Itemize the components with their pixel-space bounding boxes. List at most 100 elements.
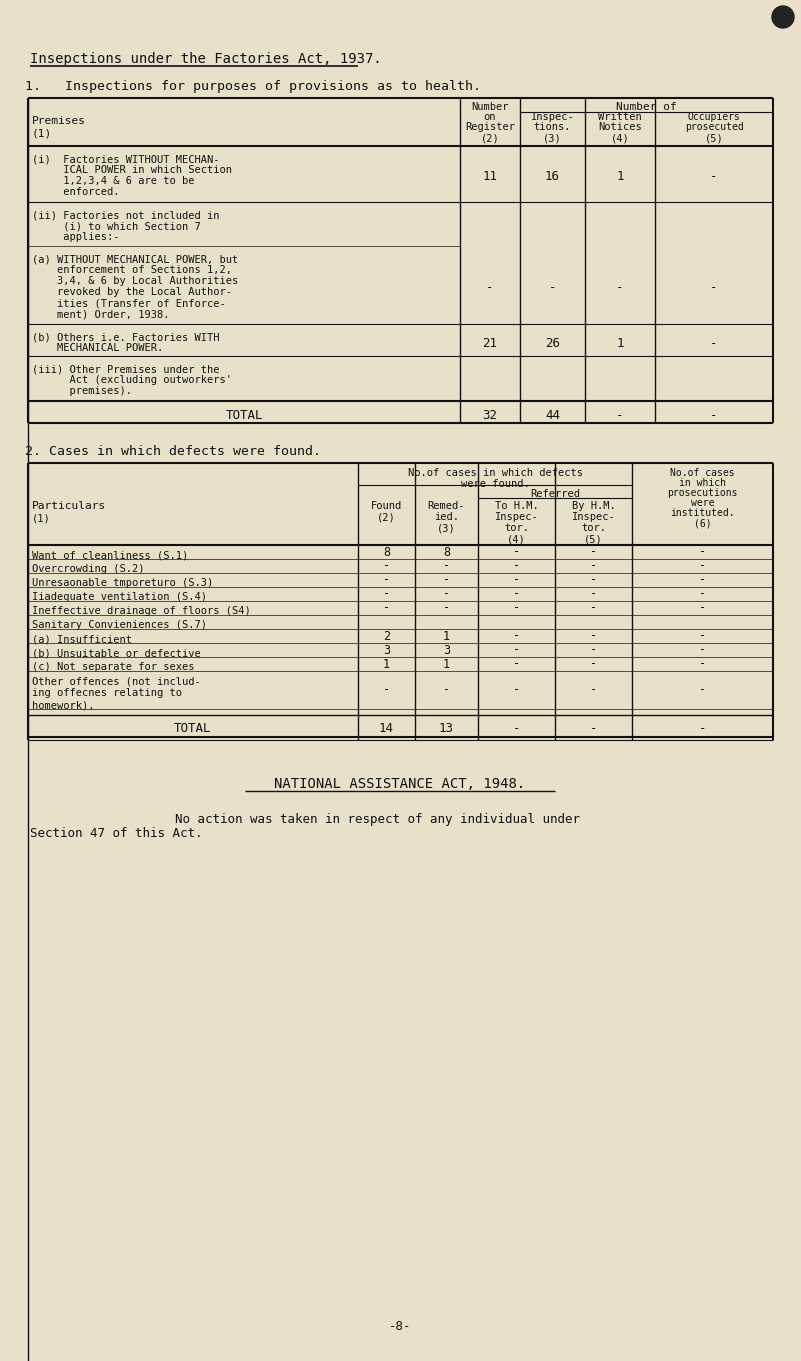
Circle shape [772,5,794,29]
Text: -: - [590,559,597,573]
Text: 2. Cases in which defects were found.: 2. Cases in which defects were found. [25,445,321,459]
Text: 44: 44 [545,410,560,422]
Text: instituted.: instituted. [670,508,735,519]
Text: (ii) Factories not included in: (ii) Factories not included in [32,210,219,220]
Text: 1: 1 [383,657,390,671]
Text: -: - [443,588,450,600]
Text: (5): (5) [705,133,723,143]
Text: Unresaonable tmporeturo (S.3): Unresaonable tmporeturo (S.3) [32,578,213,588]
Text: tor.: tor. [581,523,606,534]
Text: No action was taken in respect of any individual under: No action was taken in respect of any in… [115,813,580,826]
Text: -: - [699,683,706,697]
Text: 8: 8 [443,546,450,558]
Text: -: - [590,683,597,697]
Text: applies:-: applies:- [32,231,119,242]
Text: Section 47 of this Act.: Section 47 of this Act. [30,827,203,840]
Text: -: - [513,721,521,735]
Text: (1): (1) [32,513,50,523]
Text: homework).: homework). [32,700,95,710]
Text: revoked by the Local Author-: revoked by the Local Author- [32,287,232,297]
Text: 1,2,3,4 & 6 are to be: 1,2,3,4 & 6 are to be [32,176,195,186]
Text: -: - [513,573,520,587]
Text: TOTAL: TOTAL [175,721,211,735]
Text: Notices: Notices [598,122,642,132]
Text: -: - [699,559,706,573]
Text: in which: in which [679,478,726,489]
Text: 1: 1 [443,657,450,671]
Text: Sanitary Convieniences (S.7): Sanitary Convieniences (S.7) [32,621,207,630]
Text: -: - [486,280,493,294]
Text: -: - [699,644,706,656]
Text: (b) Others i.e. Factories WITH: (b) Others i.e. Factories WITH [32,332,219,342]
Text: (a) WITHOUT MECHANICAL POWER, but: (a) WITHOUT MECHANICAL POWER, but [32,255,238,264]
Text: -: - [590,630,597,642]
Text: (6): (6) [694,519,711,528]
Text: -: - [549,280,556,294]
Text: -: - [513,657,520,671]
Text: Written: Written [598,112,642,122]
Text: -: - [513,602,520,615]
Text: 1: 1 [616,338,624,350]
Text: -: - [443,573,450,587]
Text: -: - [699,573,706,587]
Text: -: - [710,338,718,350]
Text: -: - [513,588,520,600]
Text: (4): (4) [610,133,630,143]
Text: (i)  Factories WITHOUT MECHAN-: (i) Factories WITHOUT MECHAN- [32,154,219,163]
Text: Iiadequate ventilation (S.4): Iiadequate ventilation (S.4) [32,592,207,602]
Text: -: - [616,410,624,422]
Text: Number: Number [471,102,509,112]
Text: -: - [590,588,597,600]
Text: ied.: ied. [434,512,459,523]
Text: -: - [590,546,597,558]
Text: 1: 1 [443,630,450,642]
Text: ment) Order, 1938.: ment) Order, 1938. [32,309,170,318]
Text: 3,4, & 6 by Local Authorities: 3,4, & 6 by Local Authorities [32,276,238,286]
Text: (4): (4) [507,534,526,544]
Text: -: - [443,602,450,615]
Text: -: - [513,644,520,656]
Text: Insepctions under the Factories Act, 1937.: Insepctions under the Factories Act, 193… [30,52,382,65]
Text: -: - [699,546,706,558]
Text: (i) to which Section 7: (i) to which Section 7 [32,220,201,231]
Text: 21: 21 [482,338,497,350]
Text: (a) Insufficient: (a) Insufficient [32,634,132,644]
Text: (2): (2) [377,512,396,523]
Text: premises).: premises). [32,387,132,396]
Text: No.of cases: No.of cases [670,468,735,478]
Text: -: - [513,683,520,697]
Text: 16: 16 [545,170,560,182]
Text: 11: 11 [482,170,497,182]
Text: -: - [443,559,450,573]
Text: (3): (3) [543,133,562,143]
Text: enforcement of Sections 1,2,: enforcement of Sections 1,2, [32,265,232,275]
Text: (2): (2) [481,133,499,143]
Text: 2: 2 [383,630,390,642]
Text: Occupiers: Occupiers [687,112,740,122]
Text: Premises: Premises [32,116,86,127]
Text: 3: 3 [443,644,450,656]
Text: 14: 14 [379,721,394,735]
Text: -: - [699,588,706,600]
Text: Referred: Referred [530,489,580,499]
Text: -: - [590,644,597,656]
Text: 1: 1 [616,170,624,182]
Text: -: - [698,721,706,735]
Text: Number of: Number of [616,102,677,112]
Text: ities (Transfer of Enforce-: ities (Transfer of Enforce- [32,298,226,308]
Text: -: - [383,573,390,587]
Text: 1.   Inspections for purposes of provisions as to health.: 1. Inspections for purposes of provision… [25,80,481,93]
Text: -: - [513,559,520,573]
Text: ing offecnes relating to: ing offecnes relating to [32,689,182,698]
Text: Want of cleanliness (S.1): Want of cleanliness (S.1) [32,550,188,559]
Text: Overcrowding (S.2): Overcrowding (S.2) [32,563,144,574]
Text: -: - [710,280,718,294]
Text: -: - [616,280,624,294]
Text: -: - [590,573,597,587]
Text: 3: 3 [383,644,390,656]
Text: -: - [710,170,718,182]
Text: 13: 13 [439,721,454,735]
Text: prosecutions: prosecutions [667,489,738,498]
Text: -: - [513,546,520,558]
Text: (1): (1) [32,128,52,137]
